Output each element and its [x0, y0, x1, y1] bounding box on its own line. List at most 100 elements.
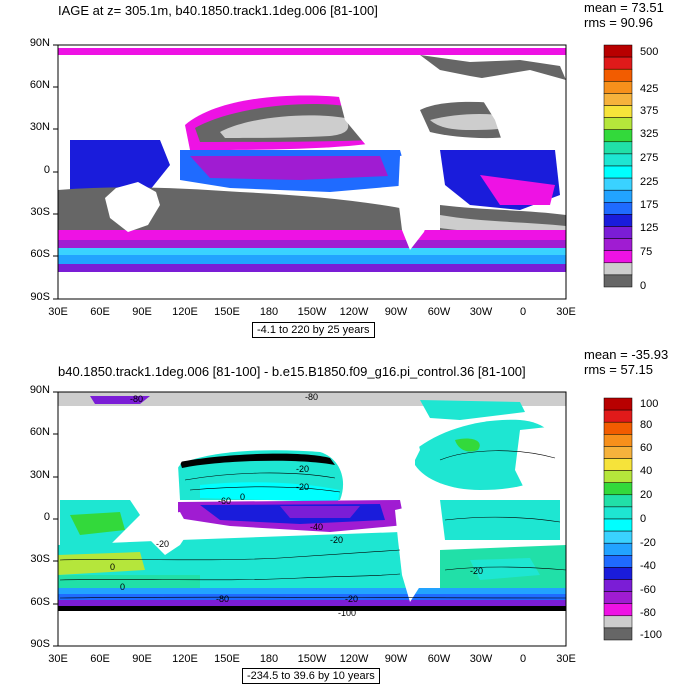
colorbar-swatch	[603, 627, 633, 641]
colorbar-swatch	[603, 409, 633, 423]
contour-label: 0	[240, 492, 245, 502]
colorbar-swatch	[603, 555, 633, 568]
colorbar-label: -100	[640, 629, 663, 641]
colorbar-swatch	[603, 262, 633, 276]
mean-label: mean = 73.51	[584, 0, 664, 15]
colorbar-swatch	[603, 446, 633, 459]
lon-label: 60W	[427, 306, 451, 318]
colorbar-swatch	[603, 470, 633, 483]
map-plot-bottom: -80 -80 -20 -20 -60 0 -40 -20 -100 -20 -…	[53, 391, 567, 647]
colorbar-swatch	[603, 177, 633, 191]
colorbar-swatch	[603, 542, 633, 556]
contour-label: -40	[310, 522, 323, 532]
lat-label: 60S	[30, 248, 50, 260]
colorbar-swatch	[603, 250, 633, 264]
lon-label: 90W	[384, 653, 408, 665]
colorbar-swatch	[603, 530, 633, 544]
lon-label: 30E	[556, 653, 576, 665]
rms-label: rms = 57.15	[584, 362, 654, 377]
lon-label: 120W	[339, 653, 369, 665]
map-plot-top	[53, 44, 567, 300]
colorbar-swatch	[603, 518, 633, 532]
lon-label: 60W	[427, 653, 451, 665]
colorbar-label: 60	[640, 442, 653, 454]
contour-labels: -80 -80 -20 -20 -60 0 -40 -20 -100 -20 -…	[110, 392, 483, 618]
colorbar-swatch	[603, 506, 633, 520]
contour-range-label: -234.5 to 39.6 by 10 years	[242, 668, 380, 684]
colorbar-swatch	[603, 153, 633, 167]
colorbar-label: 375	[640, 105, 659, 117]
rms-label: rms = 90.96	[584, 15, 654, 30]
colorbar-swatch	[603, 129, 633, 143]
lon-label: 120E	[172, 653, 198, 665]
map-ticks-bottom	[53, 391, 58, 647]
colorbar-swatch	[603, 141, 633, 155]
colorbar-swatch	[603, 397, 633, 411]
colorbar-swatch	[603, 105, 633, 118]
lat-label: 90N	[29, 384, 50, 396]
ocean-field-bottom	[58, 392, 566, 646]
colorbar-swatch	[603, 421, 633, 435]
colorbar-swatch	[603, 44, 633, 58]
colorbar-swatch	[603, 81, 633, 94]
colorbar-swatch	[603, 214, 633, 227]
colorbar-swatch	[603, 189, 633, 203]
colorbar-label: 225	[640, 176, 659, 188]
contour-label: 0	[120, 582, 125, 592]
lat-label: 30N	[29, 469, 50, 481]
lat-label: 60S	[30, 596, 50, 608]
colorbar-label: 40	[640, 465, 653, 477]
panel-title: IAGE at z= 305.1m, b40.1850.track1.1deg.…	[58, 3, 378, 18]
map-panel-top: IAGE at z= 305.1m, b40.1850.track1.1deg.…	[0, 0, 700, 340]
lat-label: 30N	[29, 121, 50, 133]
lat-label: 90S	[30, 638, 50, 650]
colorbar-label: 80	[640, 419, 653, 431]
lon-label: 150W	[297, 306, 327, 318]
lat-label: 60N	[29, 426, 50, 438]
colorbar-label: 125	[640, 222, 659, 234]
colorbar-swatch	[603, 274, 633, 288]
lat-label: 60N	[29, 79, 50, 91]
lon-label: 30E	[48, 653, 68, 665]
contour-label: -20	[345, 594, 358, 604]
lon-label: 180	[259, 306, 279, 318]
colorbar-swatch	[603, 165, 633, 179]
contour-range-label: -4.1 to 220 by 25 years	[252, 322, 375, 338]
contour-label: -80	[130, 394, 143, 404]
lat-label: 30S	[30, 553, 50, 565]
colorbar-swatch	[603, 482, 633, 496]
colorbar-label: 275	[640, 152, 659, 164]
colorbar-swatch	[603, 458, 633, 471]
colorbar-swatch	[603, 579, 633, 592]
panel-title: b40.1850.track1.1deg.006 [81-100] - b.e1…	[58, 364, 526, 379]
lon-label: 30E	[48, 306, 68, 318]
lon-label: 30E	[556, 306, 576, 318]
colorbar-swatch	[603, 567, 633, 580]
colorbar-bottom	[603, 397, 633, 641]
lon-label: 0	[519, 653, 527, 665]
colorbar-label: -40	[640, 560, 656, 572]
lon-label: 30W	[469, 653, 493, 665]
lon-label: 30W	[469, 306, 493, 318]
lon-label: 0	[519, 306, 527, 318]
colorbar-swatch	[603, 434, 633, 447]
lon-label: 180	[259, 653, 279, 665]
colorbar-label: 75	[640, 246, 653, 258]
colorbar-swatch	[603, 202, 633, 215]
lon-label: 90W	[384, 306, 408, 318]
colorbar-label: 325	[640, 128, 659, 140]
contour-label: -20	[470, 566, 483, 576]
contour-label: -20	[156, 539, 169, 549]
map-ticks-top	[53, 44, 58, 300]
stats-block: mean = -35.93 rms = 57.15	[584, 347, 668, 377]
colorbar-label: 20	[640, 489, 653, 501]
colorbar-label: -80	[640, 607, 656, 619]
colorbar-label: 0	[640, 513, 647, 525]
lat-label: 0	[43, 511, 50, 523]
lon-label: 150E	[214, 653, 240, 665]
map-panel-bottom: -80 -80 -20 -20 -60 0 -40 -20 -100 -20 -…	[0, 340, 700, 684]
colorbar-swatch	[603, 603, 633, 617]
colorbar-label: 500	[640, 46, 659, 58]
lon-label: 150E	[214, 306, 240, 318]
lon-label: 120E	[172, 306, 198, 318]
